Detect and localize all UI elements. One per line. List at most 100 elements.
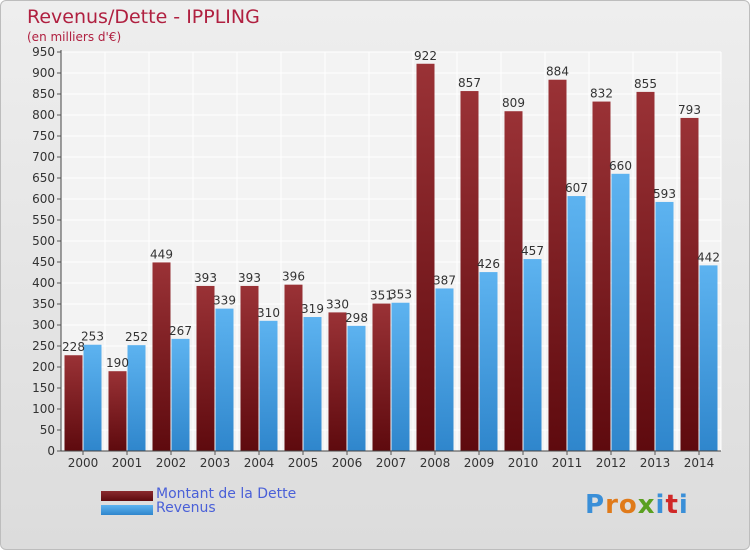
legend-swatch-revenue [101,505,153,515]
bar-debt [284,284,303,451]
data-label-revenue: 353 [389,288,412,302]
data-label-debt: 884 [546,65,569,79]
data-label-revenue: 426 [477,257,500,271]
logo-letter: r [605,490,619,520]
x-tick-label: 2013 [640,456,671,470]
y-tick-label: 950 [32,45,55,59]
data-label-revenue: 298 [345,311,368,325]
data-label-revenue: 339 [213,294,236,308]
y-tick-label: 850 [32,87,55,101]
bar-debt [152,262,171,451]
y-tick-label: 200 [32,360,55,374]
y-tick-label: 700 [32,150,55,164]
logo-letter: x [637,490,656,520]
data-label-revenue: 442 [697,250,720,264]
logo-letter: P [585,490,606,520]
data-label-revenue: 607 [565,181,588,195]
bar-debt [592,101,611,451]
data-label-debt: 228 [62,340,85,354]
bar-debt [108,371,127,451]
y-tick-label: 900 [32,66,55,80]
x-tick-label: 2008 [420,456,451,470]
data-label-debt: 393 [238,271,261,285]
bar-revenue [171,338,190,451]
data-label-revenue: 319 [301,302,324,316]
bar-debt [680,117,699,451]
bar-debt [548,79,567,451]
data-label-revenue: 593 [653,187,676,201]
x-tick-label: 2007 [376,456,407,470]
legend-label-revenue: Revenus [156,500,216,516]
logo-letter: o [618,490,638,520]
y-tick-label: 550 [32,213,55,227]
y-tick-label: 400 [32,276,55,290]
y-tick-label: 50 [40,423,55,437]
bar-debt [240,285,259,451]
legend-swatch-debt [101,491,153,501]
logo-letter: i [678,490,689,520]
y-tick-label: 650 [32,171,55,185]
logo-letter: i [655,490,666,520]
data-label-debt: 855 [634,77,657,91]
bar-revenue [347,325,366,451]
chart-title: Revenus/Dette - IPPLING [27,6,260,28]
bar-revenue [567,196,586,451]
x-tick-label: 2004 [244,456,275,470]
data-label-debt: 351 [370,289,393,303]
x-tick-label: 2000 [68,456,99,470]
data-label-revenue: 267 [169,324,192,338]
bar-debt [328,312,347,451]
proxiti-logo: Proxiti [585,490,689,520]
plot-area [61,52,721,451]
y-tick-label: 150 [32,381,55,395]
x-tick-label: 2014 [684,456,715,470]
chart-subtitle: (en milliers d'€) [27,30,122,44]
logo-letter: t [665,490,679,520]
bar-revenue [215,308,234,451]
data-label-revenue: 660 [609,159,632,173]
x-tick-label: 2006 [332,456,363,470]
bar-debt [416,63,435,451]
data-label-debt: 793 [678,103,701,117]
y-tick-label: 500 [32,234,55,248]
y-tick-label: 600 [32,192,55,206]
bar-revenue [303,317,322,451]
data-label-debt: 396 [282,270,305,284]
bar-debt [504,111,523,451]
data-label-debt: 922 [414,49,437,63]
data-label-debt: 449 [150,247,173,261]
x-tick-label: 2002 [156,456,187,470]
x-tick-label: 2010 [508,456,539,470]
bar-debt [636,91,655,452]
y-tick-label: 800 [32,108,55,122]
bar-revenue [127,345,146,451]
y-tick-label: 750 [32,129,55,143]
y-tick-label: 250 [32,339,55,353]
data-label-debt: 330 [326,297,349,311]
data-label-revenue: 387 [433,273,456,287]
y-tick-label: 0 [47,444,55,458]
bar-revenue [479,272,498,451]
bar-revenue [655,201,674,451]
bar-revenue [611,173,630,452]
bar-debt [64,355,83,451]
bar-debt [196,285,215,451]
x-tick-label: 2005 [288,456,319,470]
y-tick-label: 100 [32,402,55,416]
bar-revenue [259,320,278,451]
x-tick-label: 2001 [112,456,143,470]
bar-revenue [699,265,718,451]
data-label-revenue: 457 [521,244,544,258]
bar-revenue [391,302,410,451]
y-tick-label: 300 [32,318,55,332]
data-label-revenue: 252 [125,330,148,344]
x-tick-label: 2012 [596,456,627,470]
data-label-debt: 190 [106,356,129,370]
x-tick-label: 2003 [200,456,231,470]
bar-debt [460,91,479,451]
data-label-revenue: 253 [81,330,104,344]
bar-revenue [523,259,542,451]
data-label-debt: 809 [502,96,525,110]
